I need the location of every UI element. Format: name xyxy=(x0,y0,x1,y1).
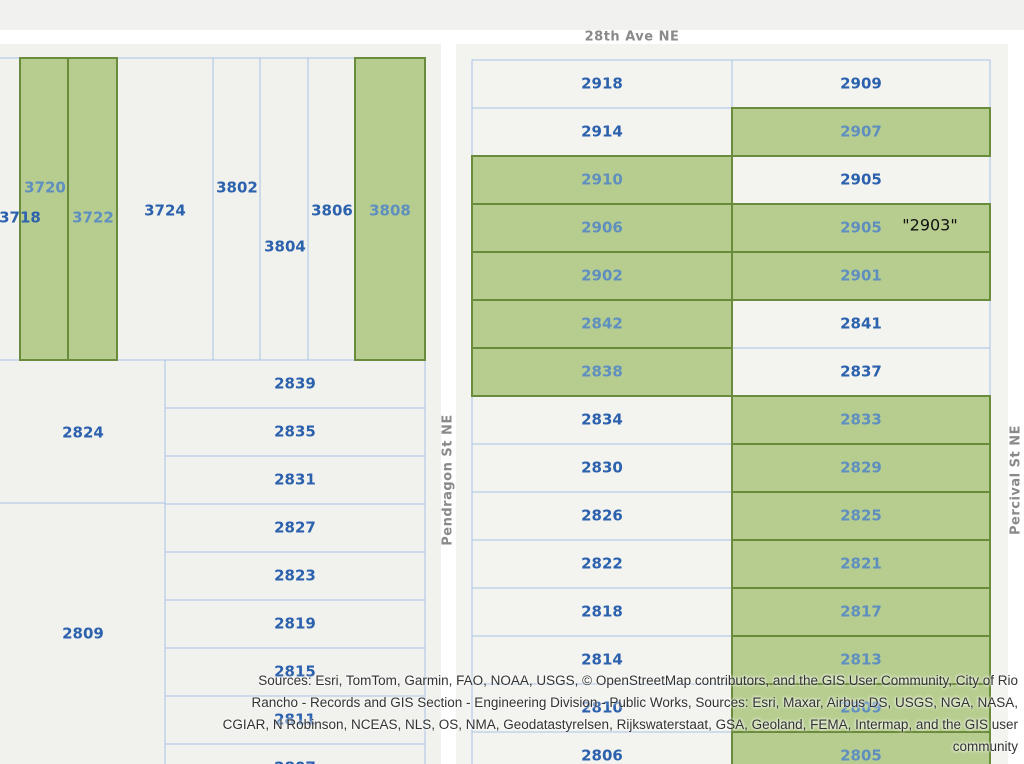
parcel-label: 2815 xyxy=(274,663,316,681)
parcel-selected xyxy=(67,57,118,361)
parcel-label: 2807 xyxy=(274,759,316,764)
parcel-selected xyxy=(731,635,991,685)
parcel-selected xyxy=(731,731,991,764)
parcel-selected xyxy=(731,251,991,301)
attribution: Sources: Esri, TomTom, Garmin, FAO, NOAA… xyxy=(222,673,1018,754)
parcel-label: 2821 xyxy=(840,555,882,573)
parcel-label: 2813 xyxy=(840,651,882,669)
parcel-label: 3808 xyxy=(369,202,411,220)
parcel-label: 2909 xyxy=(840,75,882,93)
parcel-label: 2831 xyxy=(274,471,316,489)
parcel-label: 3806 xyxy=(311,202,353,220)
annotation: "2903" xyxy=(902,216,957,235)
parcel-label: 2901 xyxy=(840,267,882,285)
parcel-label: 2839 xyxy=(274,375,316,393)
parcel-label: 2907 xyxy=(840,123,882,141)
parcel-selected xyxy=(354,57,426,361)
parcel-label: 2833 xyxy=(840,411,882,429)
parcel-label: 2829 xyxy=(840,459,882,477)
parcel-label: 2814 xyxy=(581,651,623,669)
parcel-label: 2841 xyxy=(840,315,882,333)
parcel-label: 2811 xyxy=(274,711,316,729)
parcels: 3718 3720 3722 3724 3802 3804 3806 3808 2824 2809… xyxy=(0,57,991,764)
parcel-label: 2818 xyxy=(581,603,623,621)
parcel-label: 3720 xyxy=(24,179,66,197)
parcel-label: 2819 xyxy=(274,615,316,633)
parcel-label: 2806 xyxy=(581,747,623,764)
parcel-label: 2826 xyxy=(581,507,623,525)
road xyxy=(1008,30,1024,764)
street-label: Pendragon St NE xyxy=(441,414,456,545)
parcel-selected xyxy=(731,587,991,637)
parcel-label: 2902 xyxy=(581,267,623,285)
parcel-label: 2823 xyxy=(274,567,316,585)
parcel-label: 2905 xyxy=(840,219,882,237)
street-label: 28th Ave NE xyxy=(585,30,680,45)
road xyxy=(0,30,1024,44)
parcel-label: 2805 xyxy=(840,747,882,764)
parcel-label: 2809 xyxy=(62,625,104,643)
parcel-selected xyxy=(471,155,733,205)
parcel-label: 2834 xyxy=(581,411,623,429)
parcel xyxy=(164,743,426,764)
parcel-label: 2842 xyxy=(581,315,623,333)
parcel-selected xyxy=(731,683,991,733)
street-label: Percival St NE xyxy=(1009,425,1024,535)
parcel-label: 3804 xyxy=(264,238,306,256)
block xyxy=(0,0,1024,30)
parcel-selected xyxy=(731,443,991,493)
parcel-label: 2835 xyxy=(274,423,316,441)
parcel-label: 2830 xyxy=(581,459,623,477)
road xyxy=(441,30,456,764)
parcel-selected xyxy=(731,203,991,253)
parcel-selected xyxy=(731,395,991,445)
parcel-label: 2825 xyxy=(840,507,882,525)
parcel-label: 3722 xyxy=(72,209,114,227)
parcel-label: 3802 xyxy=(216,179,258,197)
parcel-label: 2817 xyxy=(840,603,882,621)
parcel-selected xyxy=(471,299,733,349)
parcel-label: 3718 xyxy=(0,209,41,227)
parcel-selected xyxy=(471,347,733,397)
parcel-label: 2827 xyxy=(274,519,316,537)
parcel-selected xyxy=(471,251,733,301)
parcel-label: 2810 xyxy=(581,699,623,717)
parcel-label: 2914 xyxy=(581,123,623,141)
parcel-label: 2905 xyxy=(840,171,882,189)
parcel-label: 2838 xyxy=(581,363,623,381)
parcel-selected xyxy=(731,107,991,157)
parcel-label: 2910 xyxy=(581,171,623,189)
parcel-label: 2824 xyxy=(62,424,104,442)
parcel-label: 2837 xyxy=(840,363,882,381)
parcel-selected xyxy=(731,491,991,541)
parcel-label: 2822 xyxy=(581,555,623,573)
parcel-label: 2809 xyxy=(840,699,882,717)
parcel-label: 2906 xyxy=(581,219,623,237)
parcel-label: 2918 xyxy=(581,75,623,93)
parcel-label: 3724 xyxy=(144,202,186,220)
